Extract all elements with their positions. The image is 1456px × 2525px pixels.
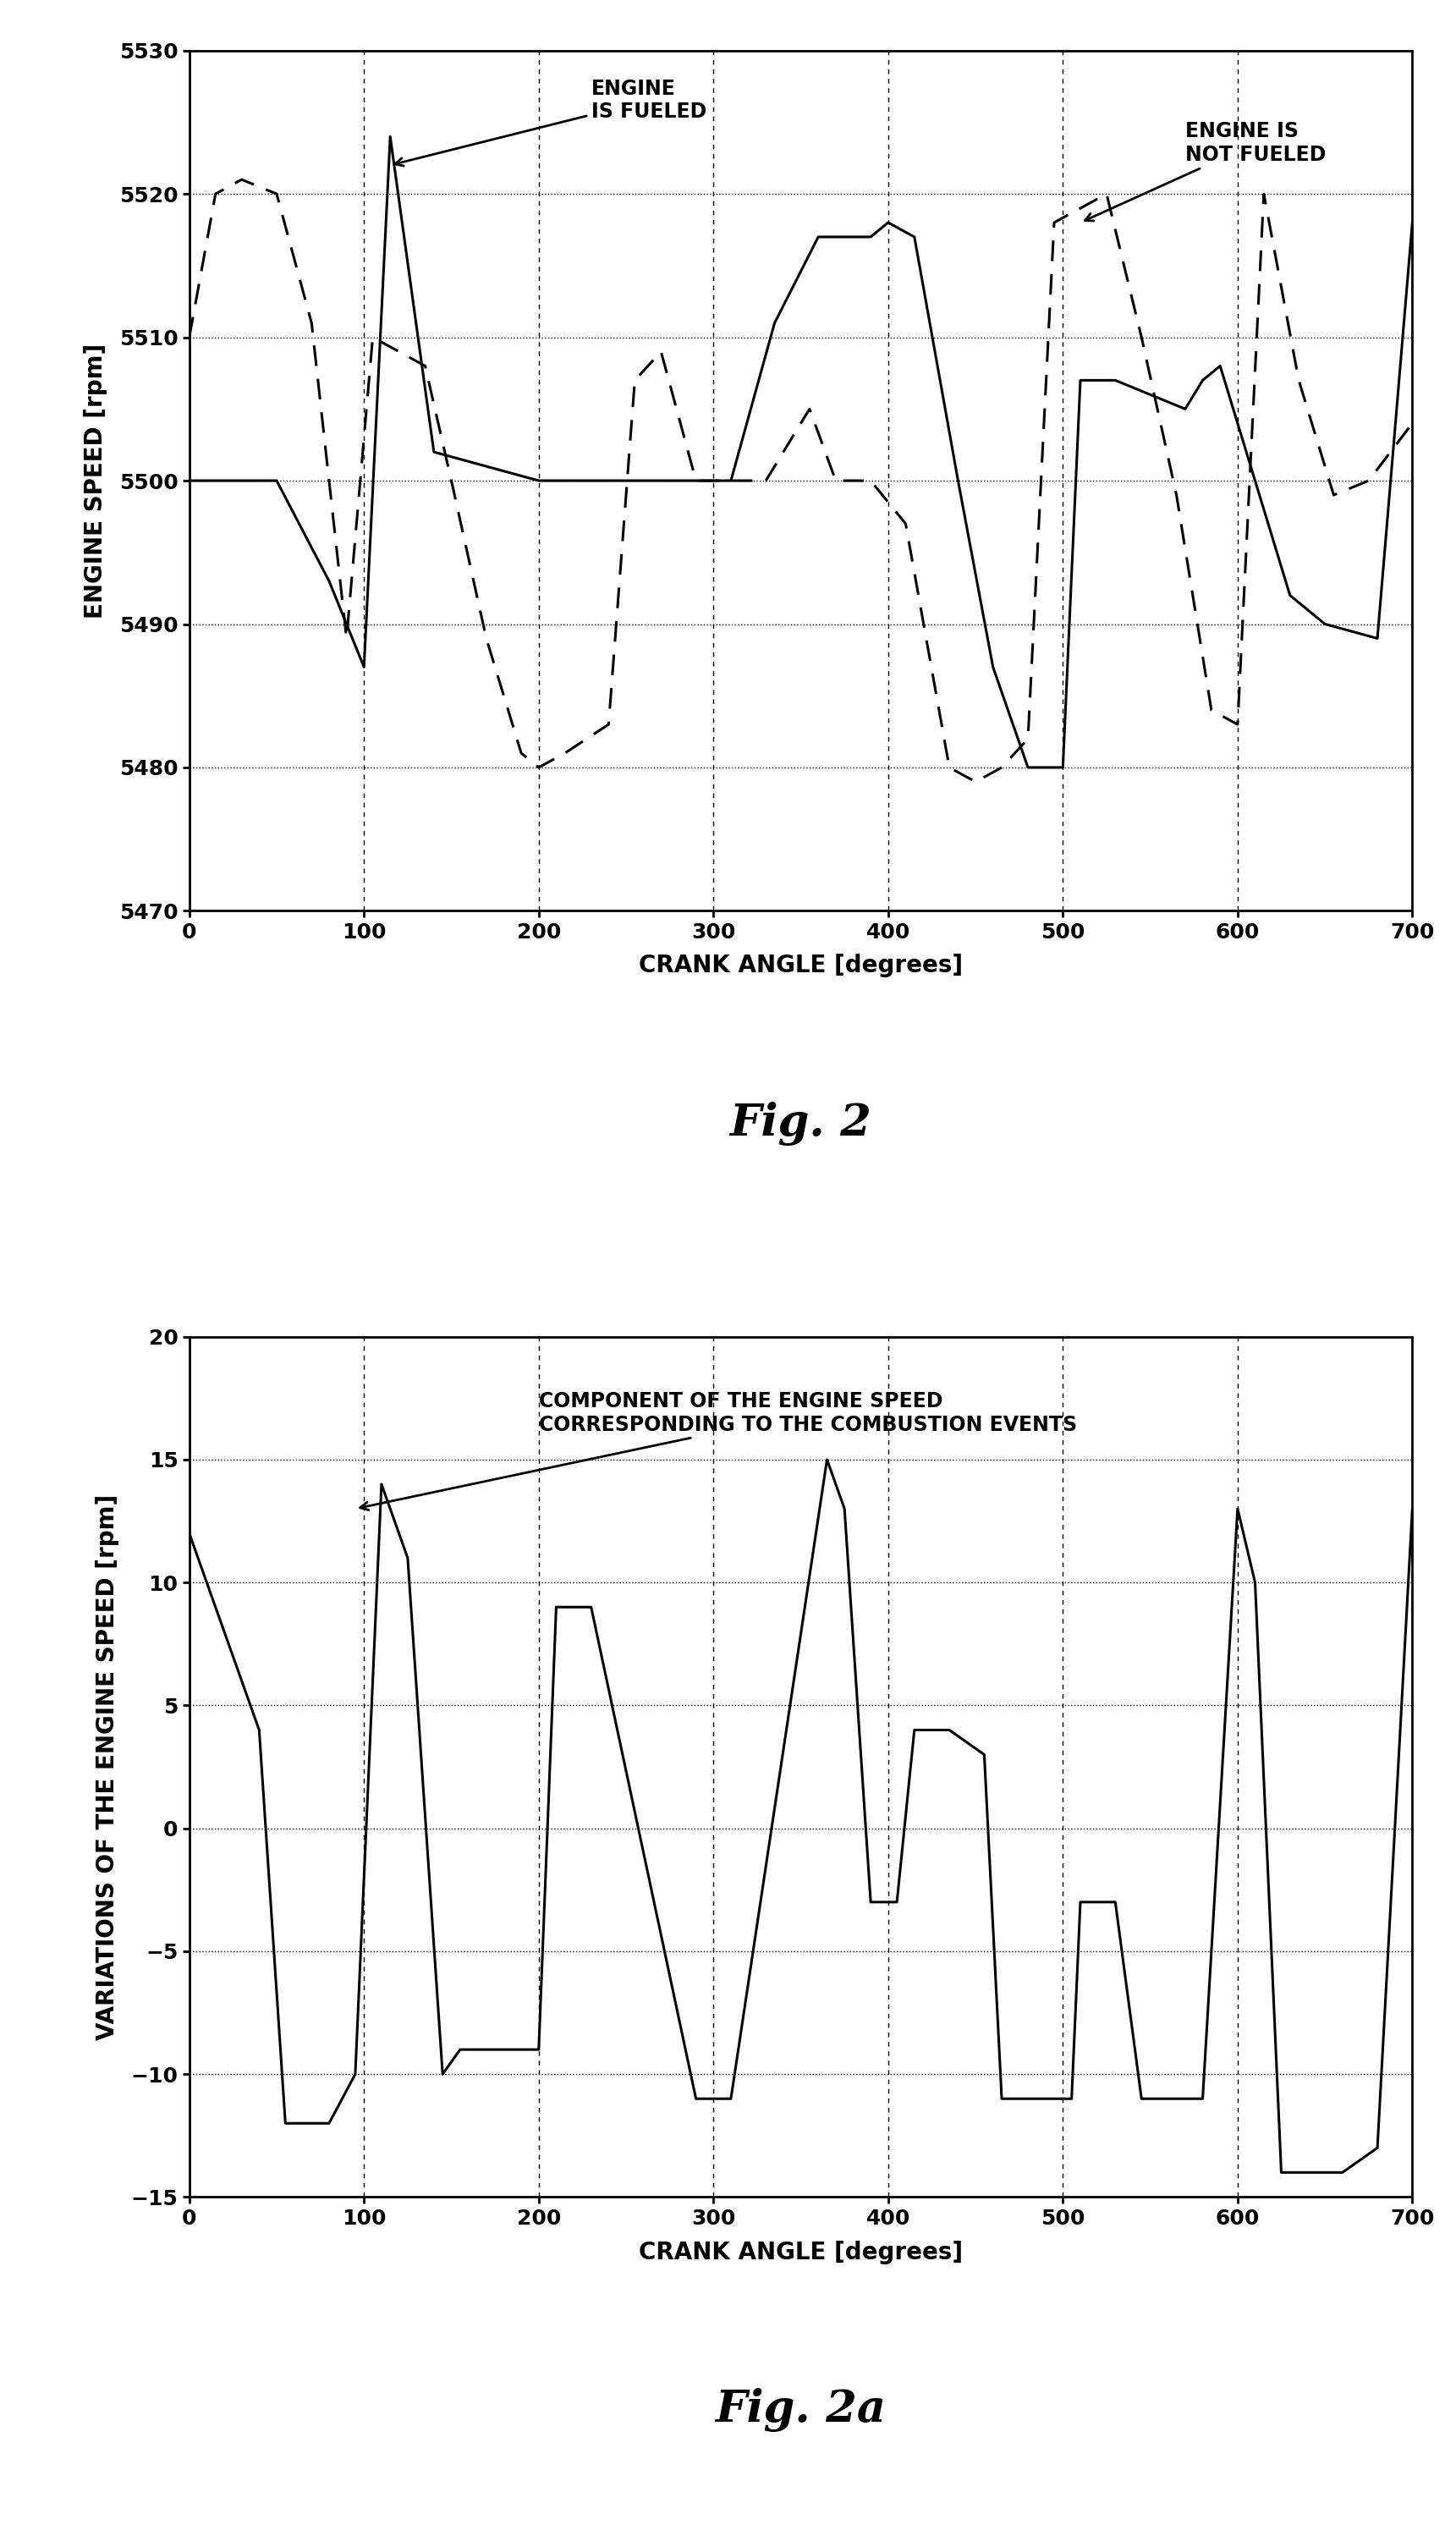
Text: COMPONENT OF THE ENGINE SPEED
CORRESPONDING TO THE COMBUSTION EVENTS: COMPONENT OF THE ENGINE SPEED CORRESPOND…	[360, 1391, 1077, 1510]
Text: Fig. 2: Fig. 2	[729, 1101, 872, 1146]
Y-axis label: ENGINE SPEED [rpm]: ENGINE SPEED [rpm]	[83, 343, 108, 619]
Text: ENGINE IS
NOT FUELED: ENGINE IS NOT FUELED	[1085, 121, 1326, 220]
Text: ENGINE
IS FUELED: ENGINE IS FUELED	[395, 78, 706, 167]
Text: Fig. 2a: Fig. 2a	[715, 2389, 887, 2432]
X-axis label: CRANK ANGLE [degrees]: CRANK ANGLE [degrees]	[639, 2240, 962, 2265]
X-axis label: CRANK ANGLE [degrees]: CRANK ANGLE [degrees]	[639, 954, 962, 977]
Y-axis label: VARIATIONS OF THE ENGINE SPEED [rpm]: VARIATIONS OF THE ENGINE SPEED [rpm]	[95, 1495, 119, 2040]
